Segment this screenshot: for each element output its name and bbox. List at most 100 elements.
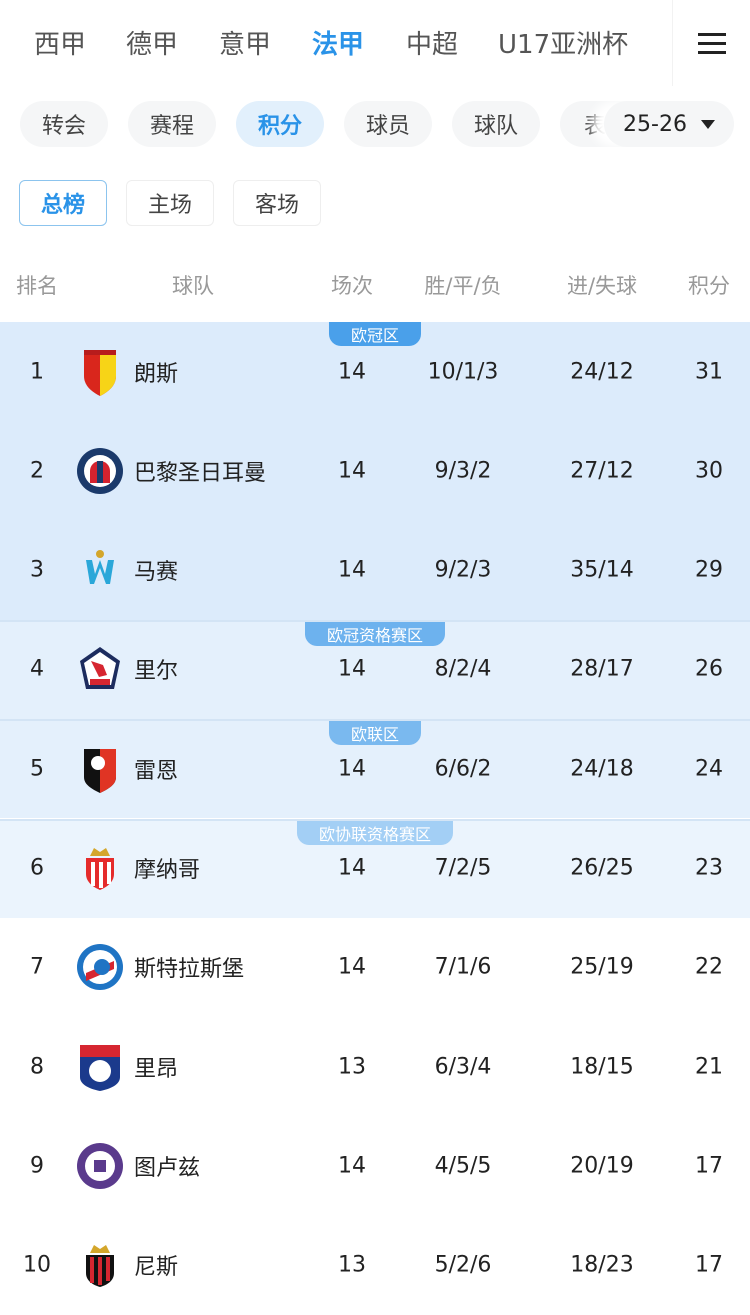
tab-serie-a[interactable]: 意甲 [219,30,272,60]
points: 22 [695,954,723,980]
table-row[interactable]: 9 图卢兹 14 4/5/5 20/19 17 [0,1116,750,1215]
points: 17 [695,1153,723,1179]
table-row[interactable]: 3 马赛 14 9/2/3 35/14 29 [0,521,750,620]
lens-crest-icon [84,349,116,396]
played: 14 [338,855,366,881]
table-row[interactable]: 6 摩纳哥 14 7/2/5 26/25 23 [0,819,750,918]
team-name[interactable]: 里尔 [134,659,179,685]
goals-for-against: 24/18 [570,756,634,782]
points: 17 [695,1252,723,1278]
win-draw-loss: 9/3/2 [434,458,492,484]
goals-for-against: 25/19 [570,954,634,980]
win-draw-loss: 8/2/4 [434,656,492,682]
zone-band: 欧协联资格赛区 [0,818,750,918]
header-points: 积分 [688,274,730,298]
goals-for-against: 20/19 [570,1153,634,1179]
goals-for-against: 18/23 [570,1252,634,1278]
season-value: 25-26 [623,111,687,137]
zone-badge: 欧冠资格赛区 [304,621,446,646]
table-row[interactable]: 2 巴黎圣日耳曼 14 9/3/2 27/12 30 [0,421,750,520]
table-row[interactable]: 1 朗斯 14 10/1/3 24/12 31 [0,322,750,421]
points: 23 [695,855,723,881]
rank: 4 [30,656,44,682]
rank: 7 [30,954,44,980]
zone-band: 欧冠区 [0,322,750,620]
header-team: 球队 [172,274,214,298]
chip-schedule[interactable]: 赛程 [128,101,216,147]
zone-band: 欧联区 [0,719,750,819]
points: 31 [695,359,723,384]
points: 30 [695,458,723,484]
rank: 1 [30,359,44,384]
rank: 9 [30,1153,44,1179]
chip-standings[interactable]: 积分 [236,101,324,147]
team-name[interactable]: 里昂 [134,1056,179,1082]
rank: 6 [30,855,44,881]
psg-crest-icon [77,447,123,494]
win-draw-loss: 7/2/5 [434,855,492,881]
chip-players[interactable]: 球员 [344,101,432,147]
rank: 10 [23,1252,51,1278]
goals-for-against: 27/12 [570,458,634,484]
team-name[interactable]: 尼斯 [134,1255,179,1281]
goals-for-against: 26/25 [570,855,634,881]
played: 14 [338,557,366,583]
played: 14 [338,756,366,782]
header-goals: 进/失球 [566,274,638,298]
tab-ligue-1[interactable]: 法甲 [312,30,365,60]
played: 14 [338,458,366,484]
team-name[interactable]: 摩纳哥 [134,858,201,883]
points: 24 [695,756,723,782]
tab-bundesliga[interactable]: 德甲 [126,30,179,60]
table-row[interactable]: 5 雷恩 14 6/6/2 24/18 24 [0,719,750,818]
team-name[interactable]: 巴黎圣日耳曼 [134,460,267,486]
zone-badge: 欧冠区 [328,322,422,346]
header-wdl: 胜/平/负 [424,274,502,298]
win-draw-loss: 6/3/4 [434,1054,492,1080]
table-row[interactable]: 8 里昂 13 6/3/4 18/15 21 [0,1017,750,1116]
rank: 8 [30,1054,44,1080]
team-name[interactable]: 朗斯 [134,361,179,387]
points: 29 [695,557,723,583]
played: 14 [338,1153,366,1179]
win-draw-loss: 4/5/5 [434,1153,492,1179]
points: 21 [695,1054,723,1080]
menu-icon[interactable] [672,0,750,86]
win-draw-loss: 5/2/6 [434,1252,492,1278]
nice-crest-icon [86,1245,114,1288]
zone-badge: 欧联区 [328,721,422,746]
segment-overall[interactable]: 总榜 [19,180,107,226]
chip-transfers[interactable]: 转会 [20,101,108,147]
season-select[interactable]: 25-26 [604,101,734,147]
played: 14 [338,359,366,384]
table-row[interactable]: 10 尼斯 13 5/2/6 18/23 17 [0,1216,750,1315]
header-played: 场次 [331,274,373,298]
segment-home[interactable]: 主场 [126,180,214,226]
goals-for-against: 28/17 [570,656,634,682]
win-draw-loss: 10/1/3 [427,359,499,384]
chip-teams[interactable]: 球队 [452,101,540,147]
rennes-crest-icon [84,748,116,793]
zone-badge: 欧协联资格赛区 [296,820,454,845]
tab-laliga[interactable]: 西甲 [34,30,87,60]
strasbourg-crest-icon [77,944,123,991]
monaco-crest-icon [86,848,114,890]
points: 26 [695,656,723,682]
tab-csl[interactable]: 中超 [406,30,459,60]
team-name[interactable]: 雷恩 [134,758,179,784]
team-name[interactable]: 图卢兹 [134,1155,201,1181]
team-name[interactable]: 斯特拉斯堡 [134,957,245,983]
table-row[interactable]: 7 斯特拉斯堡 14 7/1/6 25/19 22 [0,918,750,1017]
segment-away[interactable]: 客场 [233,180,321,226]
tab-u17-asian-cup[interactable]: U17亚洲杯 [498,30,629,60]
lyon-crest-icon [80,1044,120,1091]
marseille-crest-icon [86,550,114,585]
team-name[interactable]: 马赛 [134,560,179,586]
win-draw-loss: 6/6/2 [434,756,492,782]
goals-for-against: 35/14 [570,557,634,583]
rank: 5 [30,756,44,782]
goals-for-against: 24/12 [570,359,634,384]
table-row[interactable]: 4 里尔 14 8/2/4 28/17 26 [0,620,750,719]
goals-for-against: 18/15 [570,1054,634,1080]
lille-crest-icon [80,647,120,690]
